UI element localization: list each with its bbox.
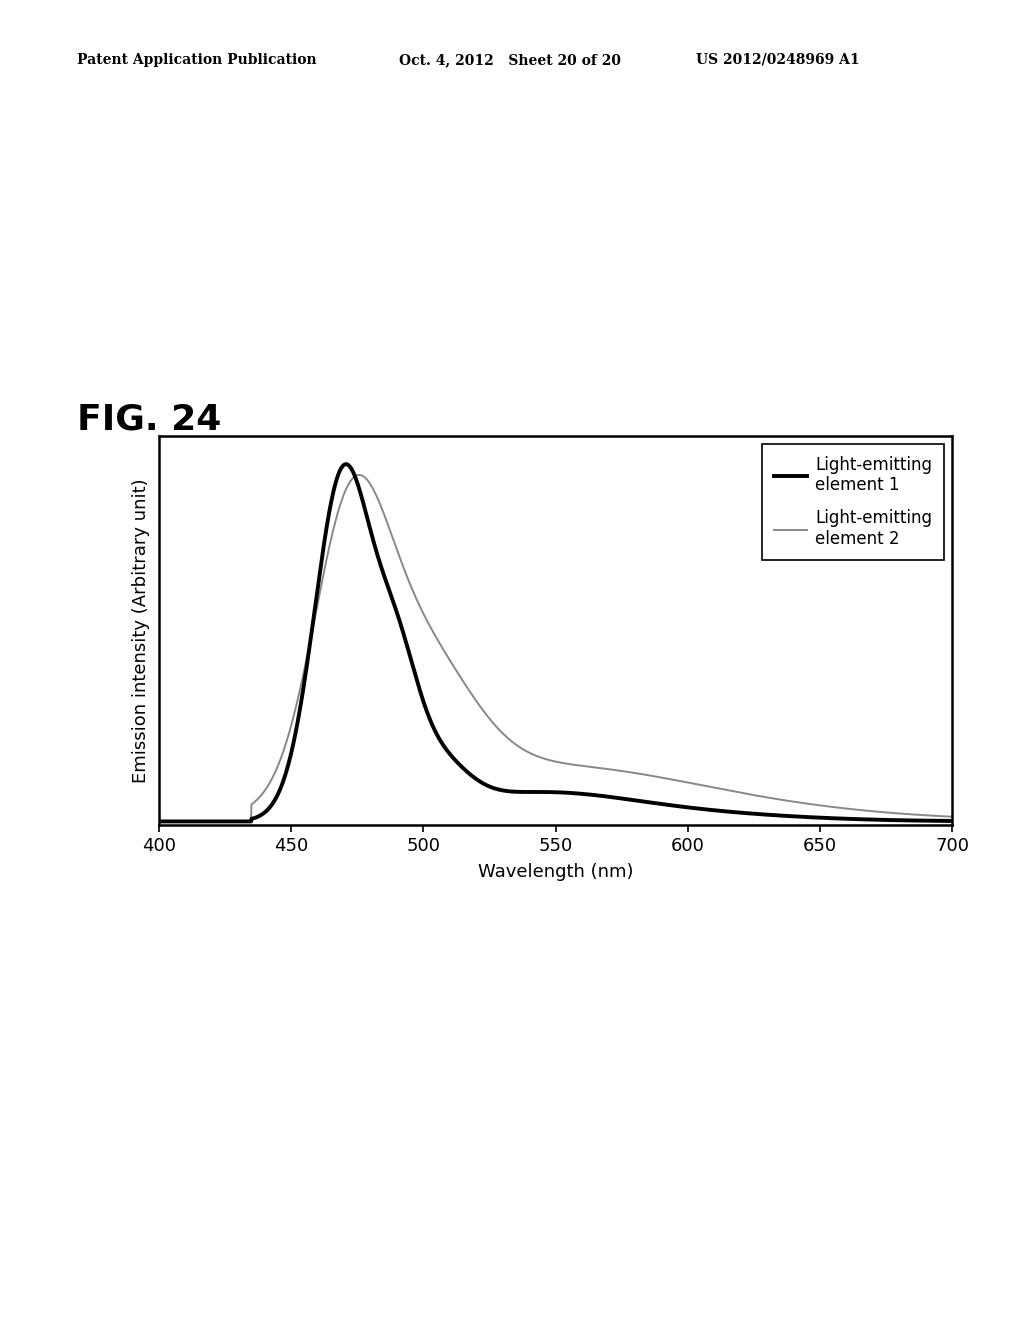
Y-axis label: Emission intensity (Arbitrary unit): Emission intensity (Arbitrary unit) — [132, 478, 151, 783]
Text: Oct. 4, 2012   Sheet 20 of 20: Oct. 4, 2012 Sheet 20 of 20 — [399, 53, 622, 67]
Text: Patent Application Publication: Patent Application Publication — [77, 53, 316, 67]
Legend: Light-emitting
element 1, Light-emitting
element 2: Light-emitting element 1, Light-emitting… — [762, 444, 944, 560]
Text: US 2012/0248969 A1: US 2012/0248969 A1 — [696, 53, 860, 67]
Text: FIG. 24: FIG. 24 — [77, 403, 221, 437]
X-axis label: Wavelength (nm): Wavelength (nm) — [478, 863, 633, 882]
